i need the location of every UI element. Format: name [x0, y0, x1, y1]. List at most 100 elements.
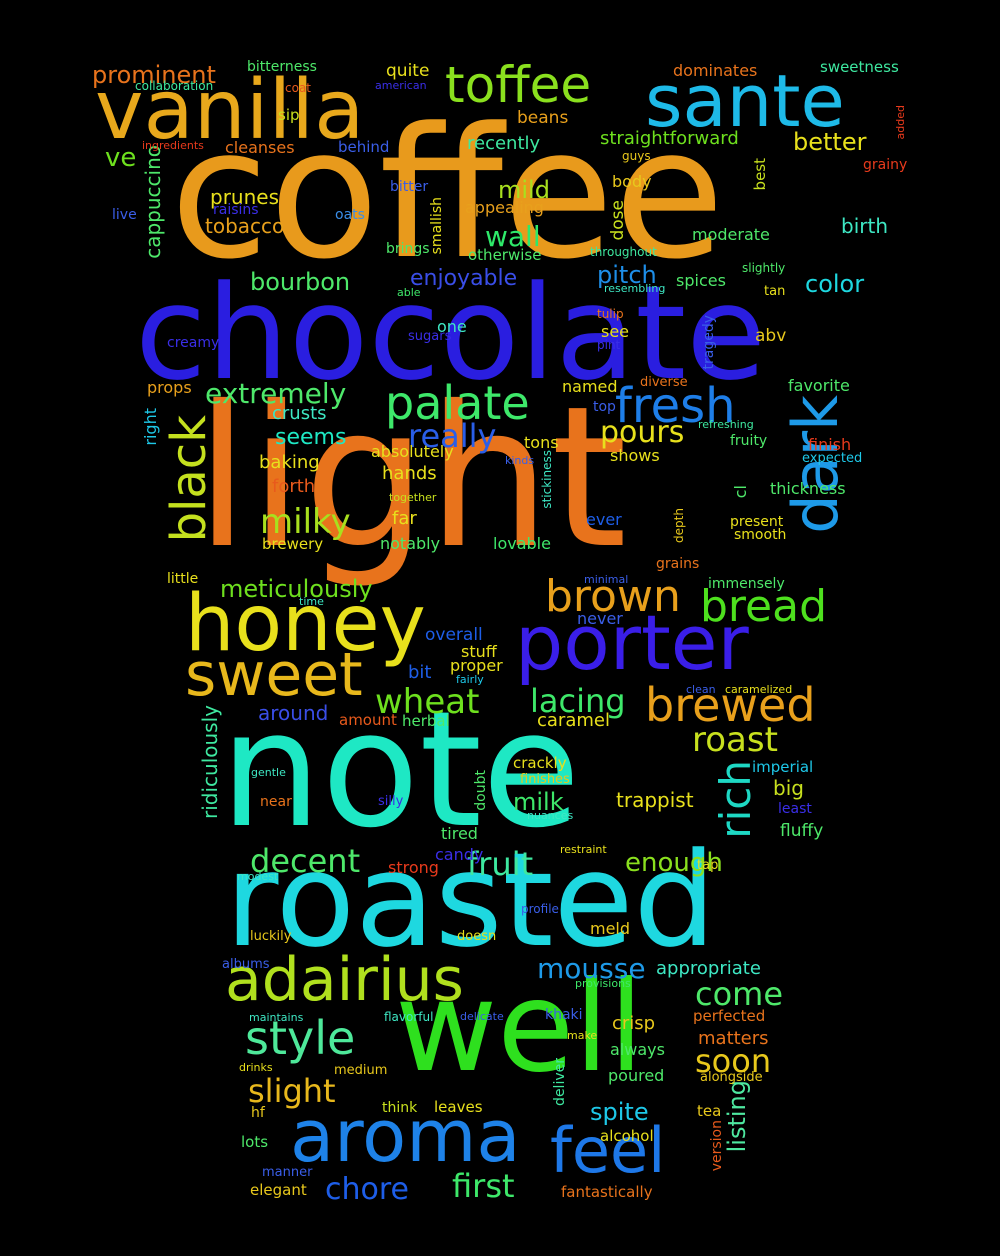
word-sweet: sweet [185, 640, 363, 710]
word-abv: abv [755, 326, 787, 346]
word-together: together [389, 491, 437, 504]
word-milky: milky [260, 502, 351, 542]
word-rich: rich [711, 760, 760, 839]
word-fresh: fresh [615, 378, 736, 434]
word-kinds: kinds [505, 454, 535, 467]
word-fantastically: fantastically [561, 1183, 653, 1201]
word-around: around [258, 701, 329, 725]
word-one: one [437, 317, 467, 336]
word-khaki: khaki [545, 1007, 583, 1023]
word-fairly: fairly [456, 673, 484, 686]
word-grains: grains [656, 556, 700, 572]
word-ve: ve [105, 143, 137, 173]
word-bitterness: bitterness [247, 59, 317, 75]
word-flavorful: flavorful [384, 1010, 434, 1024]
word-sugars: sugars [408, 329, 452, 344]
word-extremely: extremely [205, 377, 347, 410]
word-chore: chore [325, 1172, 409, 1207]
word-ingredients: ingredients [142, 139, 204, 152]
word-albums: albums [222, 957, 270, 972]
word-hands: hands [382, 463, 437, 484]
word-black: black [161, 415, 217, 543]
word-creamy: creamy [167, 335, 220, 351]
word-medium: medium [334, 1063, 388, 1078]
word-appropriate: appropriate [656, 958, 761, 979]
word-trappist: trappist [616, 788, 694, 812]
word-immensely: immensely [708, 576, 785, 592]
word-finishes: finishes [520, 772, 570, 787]
word-enough: enough [625, 848, 723, 878]
word-alongside: alongside [700, 1070, 763, 1085]
word-poured: poured [608, 1066, 665, 1085]
word-sip: sip [278, 106, 300, 124]
word-american: american [375, 79, 427, 92]
word-quite: quite [386, 61, 430, 81]
word-grainy: grainy [863, 157, 908, 173]
word-drinks: drinks [239, 1061, 273, 1074]
word-ridiculously: ridiculously [198, 705, 222, 819]
word-delicate: delicate [460, 1010, 504, 1023]
word-forth: forth [272, 476, 316, 497]
word-lacing: lacing [530, 682, 626, 720]
word-oats: oats [335, 207, 365, 223]
word-imperial: imperial [752, 758, 814, 776]
word-resembling: resembling [604, 282, 666, 295]
word-doesn: doesn [457, 929, 497, 944]
word-seems: seems [275, 425, 347, 450]
word-vanilla: vanilla [95, 63, 365, 158]
word-coat: coat [285, 81, 311, 95]
word-caramelized: caramelized [725, 683, 793, 696]
word-dose: dose [608, 200, 628, 241]
word-candy: candy [435, 845, 484, 864]
word-well: well [395, 955, 644, 1100]
word-slight: slight [248, 1072, 336, 1110]
word-depth: depth [672, 508, 686, 543]
word-perfected: perfected [693, 1007, 766, 1025]
word-added: added [894, 105, 907, 140]
word-notably: notably [380, 534, 441, 553]
word-fluffy: fluffy [780, 821, 824, 841]
word-tobacco: tobacco [205, 214, 285, 238]
word-chocolate: chocolate [135, 257, 767, 409]
word-behind: behind [338, 138, 390, 156]
word-throughout: throughout [590, 245, 657, 259]
word-crackly: crackly [513, 754, 567, 772]
word-doubt: doubt [473, 770, 489, 811]
word-cl: cl [731, 485, 750, 499]
word-cleanses: cleanses [225, 138, 295, 157]
word-tragedy: tragedy [701, 315, 717, 370]
word-pitch: pitch [597, 261, 657, 289]
word-wheat: wheat [375, 682, 480, 722]
word-crisp: crisp [612, 1013, 656, 1034]
word-guys: guys [622, 149, 651, 163]
word-shows: shows [610, 446, 660, 465]
word-pours: pours [600, 415, 685, 450]
word-always: always [610, 1040, 665, 1059]
word-palate: palate [385, 376, 530, 430]
word-baking: baking [259, 452, 320, 473]
word-top: top [593, 399, 616, 415]
word-birth: birth [841, 214, 888, 238]
word-tulip: tulip [597, 307, 624, 321]
word-alcohol: alcohol [600, 1127, 654, 1145]
word-bit: bit [408, 662, 432, 683]
word-props: props [147, 378, 192, 397]
word-expected: expected [802, 451, 863, 466]
word-otherwise: otherwise [468, 246, 542, 264]
word-wall: wall [485, 220, 541, 253]
word-restraint: restraint [560, 843, 607, 856]
word-collaboration: collaboration [135, 79, 214, 93]
word-pint: pint [597, 338, 621, 352]
word-sante: sante [645, 59, 845, 143]
word-beans: beans [517, 108, 569, 128]
word-lovable: lovable [493, 534, 551, 553]
word-able: able [397, 286, 421, 299]
word-present: present [730, 514, 784, 530]
word-crusts: crusts [272, 403, 327, 424]
word-silly: silly [378, 794, 404, 809]
word-brings: brings [386, 241, 430, 257]
word-prunes: prunes [210, 185, 279, 209]
word-appealing: appealing [465, 198, 544, 217]
word-minimal: minimal [584, 573, 629, 586]
word-favorite: favorite [788, 376, 850, 395]
